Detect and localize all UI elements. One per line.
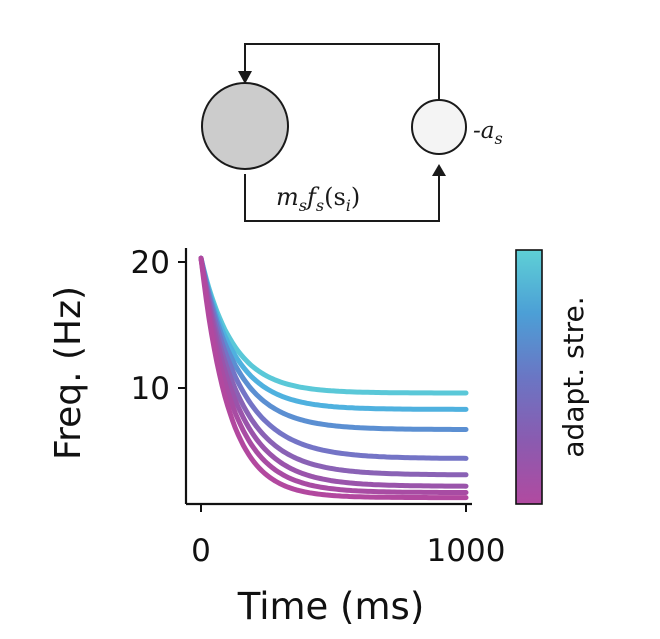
y-tick-label-0: 10 <box>131 371 170 407</box>
series-line-7 <box>198 255 469 501</box>
series-line-5 <box>198 255 469 489</box>
adaptation-node <box>411 99 467 155</box>
x-tick-label-0: 0 <box>191 533 211 569</box>
series-line-0 <box>198 255 469 396</box>
series-line-1 <box>198 255 469 412</box>
x-axis-label: Time (ms) <box>237 585 425 628</box>
arrow-down-head <box>238 71 252 84</box>
adaptation-label: -as <box>473 118 503 148</box>
y-tick-label-1: 20 <box>131 245 170 281</box>
series-line-2 <box>198 255 469 432</box>
population-node <box>201 82 289 170</box>
chart: 10 20 0 1000 Freq. (Hz) Time (ms) <box>48 245 505 628</box>
arrow-up-head <box>432 164 446 176</box>
colorbar-bar <box>515 249 543 505</box>
x-tick-label-1: 1000 <box>427 533 506 569</box>
series-line-6 <box>198 255 469 495</box>
recurrent-wire <box>244 43 440 101</box>
series-line-4 <box>198 255 469 478</box>
series-layer <box>198 255 469 501</box>
y-axis-label: Freq. (Hz) <box>48 286 89 460</box>
circuit-diagram: -as msfs(si) <box>201 43 503 222</box>
tick-layer: 10 20 0 1000 <box>131 245 506 569</box>
series-line-3 <box>198 255 469 461</box>
colorbar: adapt. stre. <box>515 249 590 505</box>
feedback-label: msfs(si) <box>276 183 360 215</box>
colorbar-label: adapt. stre. <box>557 296 590 457</box>
feedback-wire <box>244 172 440 222</box>
